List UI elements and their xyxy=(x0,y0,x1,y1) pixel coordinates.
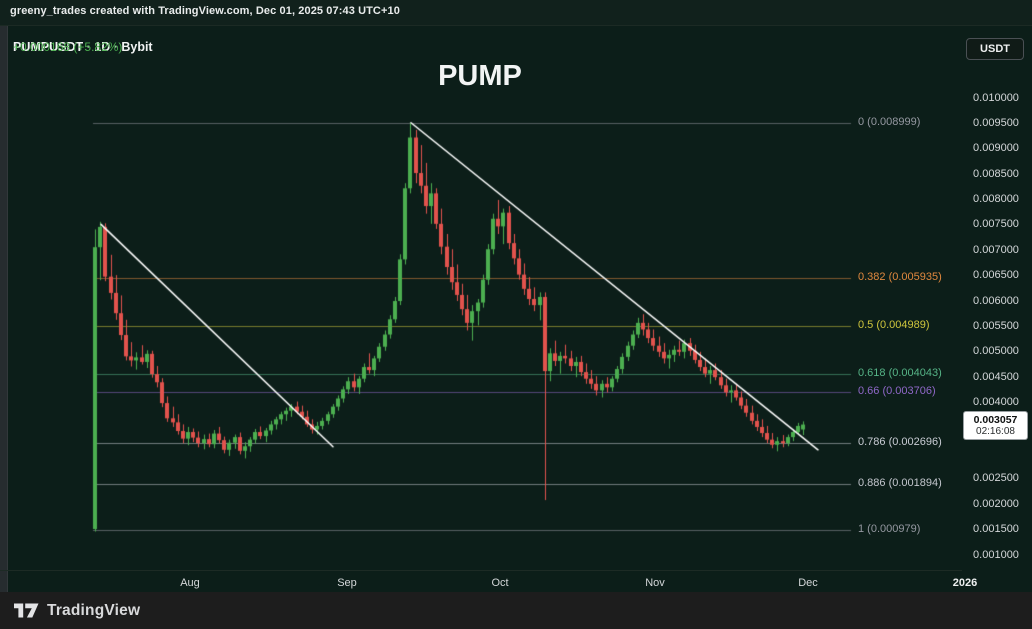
time-axis-label: Aug xyxy=(180,577,200,589)
price-tick-label: 0.009000 xyxy=(973,142,1019,155)
fib-level-label: 0.786 (0.002696) xyxy=(858,435,942,448)
price-tick-label: 0.008000 xyxy=(973,193,1019,206)
fib-level-label: 1 (0.000979) xyxy=(858,523,921,536)
price-axis[interactable]: 0.010000 0.009500 0.009000 0.008500 0.008000… xyxy=(962,26,1032,570)
price-tick-label: 0.008500 xyxy=(973,167,1019,180)
price-tick-label: 0.002500 xyxy=(973,472,1019,485)
price-tick-label: 0.010000 xyxy=(973,91,1019,104)
fib-level-label: 0 (0.008999) xyxy=(858,115,921,128)
price-tick-label: 0.005000 xyxy=(973,345,1019,358)
time-axis-label: Dec xyxy=(798,577,818,589)
footer-bar: TradingView xyxy=(0,592,1032,629)
price-tick-label: 0.001500 xyxy=(973,523,1019,536)
price-tick-label: 0.006000 xyxy=(973,294,1019,307)
price-tick-label: 0.001000 xyxy=(973,548,1019,561)
price-tick-label: 0.004500 xyxy=(973,370,1019,383)
time-axis-label: 2026 xyxy=(952,577,978,589)
symbol-change: +0.000168 (+5.82%) xyxy=(13,40,123,54)
time-axis-label: Sep xyxy=(337,577,357,589)
price-tick-label: 0.004000 xyxy=(973,396,1019,409)
fib-level-label: 0.886 (0.001894) xyxy=(858,476,942,489)
chart-title-watermark: PUMP xyxy=(438,60,522,92)
time-axis[interactable]: Aug Sep Oct Nov Dec 2026 xyxy=(0,570,977,593)
price-tick-label: 0.007000 xyxy=(973,243,1019,256)
fib-level-label: 0.66 (0.003706) xyxy=(858,384,936,397)
tradingview-wordmark[interactable]: TradingView xyxy=(47,601,141,619)
price-tick-label: 0.005500 xyxy=(973,320,1019,332)
price-tick-label: 0.009500 xyxy=(973,116,1019,129)
time-axis-label: Oct xyxy=(491,577,509,589)
tradingview-logo-icon[interactable] xyxy=(14,603,39,618)
fib-level-label: 0.5 (0.004989) xyxy=(858,319,930,332)
attribution-text: greeny_trades created with TradingView.c… xyxy=(10,5,400,17)
left-toolbar-strip[interactable] xyxy=(0,26,8,592)
fib-level-label: 0.618 (0.004043) xyxy=(858,367,942,380)
price-tick-label: 0.006500 xyxy=(973,269,1019,282)
price-tick-label: 0.007500 xyxy=(973,218,1019,231)
bar-countdown: 02:16:08 xyxy=(976,425,1015,437)
last-price-value: 0.003057 xyxy=(973,413,1018,426)
time-axis-label: Nov xyxy=(645,577,665,589)
price-tick-label: 0.002000 xyxy=(973,497,1019,510)
fib-level-label: 0.382 (0.005935) xyxy=(858,271,942,284)
attribution-bar xyxy=(0,0,1032,26)
last-price-badge: 0.003057 02:16:08 xyxy=(964,411,1027,439)
symbol-title[interactable]: PUMPUSDT · 1D · Bybit xyxy=(13,40,153,54)
currency-button[interactable]: USDT xyxy=(966,38,1024,60)
